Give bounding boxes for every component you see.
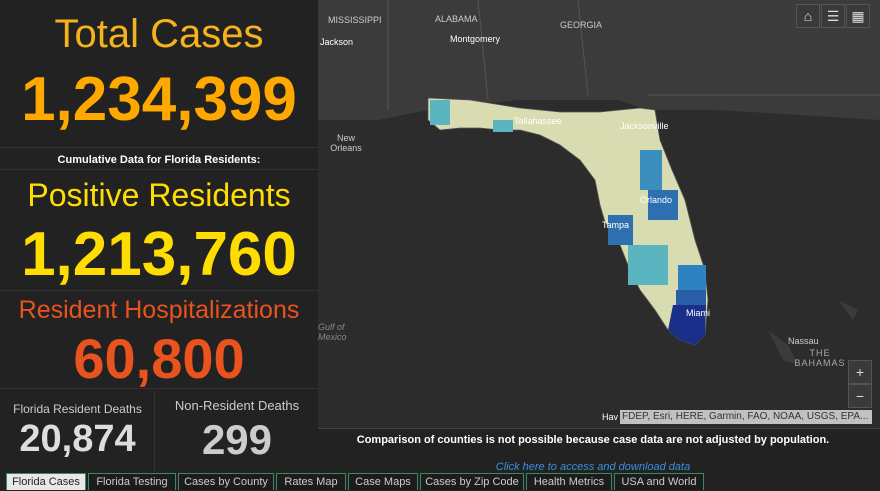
tab[interactable]: USA and World [614, 473, 704, 490]
zoom-in-button[interactable]: + [848, 360, 872, 384]
map-label: Tampa [602, 220, 630, 230]
map[interactable]: MISSISSIPPI ALABAMA GEORGIA Jackson Mont… [318, 0, 880, 428]
tab[interactable]: Florida Cases [6, 473, 86, 490]
tab[interactable]: Rates Map [276, 473, 346, 490]
tab[interactable]: Cases by Zip Code [420, 473, 524, 490]
map-label: Tallahassee [514, 116, 562, 126]
basemap-button[interactable]: ▦ [846, 4, 870, 28]
subtitle: Cumulative Data for Florida Residents: [0, 150, 318, 170]
panel-title: Florida Resident Deaths [13, 402, 142, 416]
panel-title: Positive Residents [27, 177, 291, 213]
tab[interactable]: Case Maps [348, 473, 418, 490]
county [668, 305, 706, 345]
zoom-out-button[interactable]: − [848, 384, 872, 408]
positive-panel: Positive Residents 1,213,760 [0, 171, 318, 291]
map-label: THE BAHAMAS [794, 348, 846, 368]
download-link[interactable]: Click here to access and download data [495, 461, 691, 473]
county [493, 120, 513, 132]
map-label: Jacksonville [620, 121, 669, 131]
panel-title: Total Cases [54, 12, 264, 56]
florida [427, 97, 709, 346]
map-label: Montgomery [450, 34, 501, 44]
total-cases-panel: Total Cases 1,234,399 [0, 0, 318, 148]
panel-title: Non-Resident Deaths [174, 398, 300, 413]
island [768, 300, 858, 365]
county [430, 100, 450, 125]
map-layer [318, 0, 880, 365]
panel-value: 1,213,760 [21, 220, 297, 289]
county [608, 215, 633, 245]
map-label: New Orleans [330, 133, 362, 153]
map-label: ALABAMA [435, 14, 478, 24]
tab[interactable]: Health Metrics [526, 473, 612, 490]
land [318, 0, 880, 120]
non-resident-deaths-panel: Non-Resident Deaths 299 [156, 390, 318, 472]
map-label: MISSISSIPPI [328, 15, 382, 25]
map-label: GEORGIA [560, 20, 603, 30]
hospitalizations-panel: Resident Hospitalizations 60,800 [0, 292, 318, 390]
county [676, 290, 706, 305]
deaths-panel: Florida Resident Deaths 20,874 [0, 390, 155, 472]
state-border [387, 0, 880, 110]
panel-value: 1,234,399 [21, 65, 297, 134]
map-label: Orlando [640, 195, 673, 205]
panel-title: Resident Hospitalizations [18, 296, 300, 324]
attribution: FDEP, Esri, HERE, Garmin, FAO, NOAA, USG… [620, 410, 872, 424]
county [628, 245, 668, 285]
map-label: Nassau [788, 336, 819, 346]
panel-value: 20,874 [19, 418, 136, 460]
panel-value: 299 [201, 416, 273, 463]
map-label: Gulf of Mexico [318, 322, 347, 342]
map-label: Jackson [320, 37, 354, 47]
county [678, 265, 706, 290]
county [648, 190, 678, 220]
note-panel: Comparison of counties is not possible b… [318, 428, 880, 474]
county [640, 150, 662, 190]
home-button[interactable]: ⌂ [796, 4, 820, 28]
panel-value: 60,800 [73, 327, 245, 390]
tab[interactable]: Florida Testing [88, 473, 176, 490]
map-label: Miami [686, 308, 710, 318]
note: Comparison of counties is not possible b… [356, 434, 830, 446]
tab[interactable]: Cases by County [178, 473, 274, 490]
legend-button[interactable]: ☰ [821, 4, 845, 28]
map-label: Hav [602, 412, 619, 422]
